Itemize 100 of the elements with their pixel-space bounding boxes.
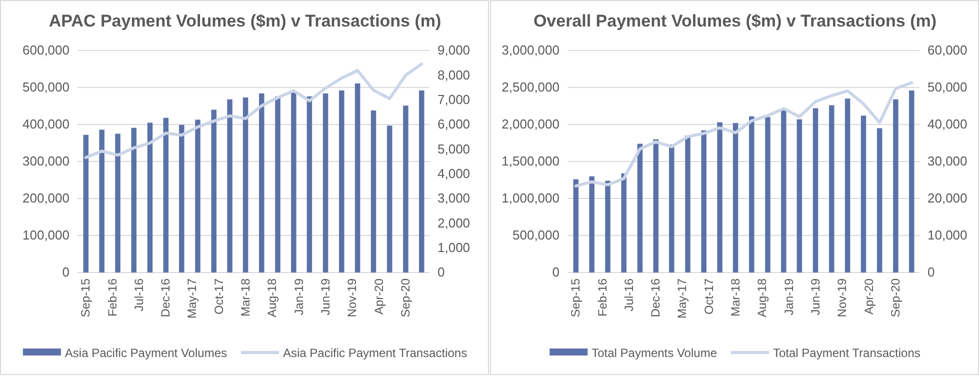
bar: [732, 123, 738, 272]
bar: [339, 90, 344, 272]
x-tick-label: Jul-16: [622, 278, 636, 312]
x-tick-label: Feb-16: [106, 278, 120, 317]
x-tick-label: Jun-19: [318, 278, 332, 316]
bar: [876, 128, 882, 272]
bar: [796, 119, 802, 272]
bar: [131, 128, 136, 272]
x-tick-label: Sep-20: [398, 278, 413, 318]
bar: [637, 144, 643, 272]
x-tick-label: Apr-20: [862, 278, 876, 315]
bar: [653, 139, 659, 272]
y2-tick-label: 8,000: [438, 67, 470, 82]
y-tick-label: 100,000: [22, 228, 70, 243]
y2-tick-label: 50,000: [928, 80, 968, 95]
y2-tick-label: 10,000: [928, 228, 968, 243]
y-tick-label: 2,000,000: [502, 116, 560, 132]
bar: [573, 179, 579, 272]
x-tick-label: Jun-19: [808, 278, 822, 316]
bar: [275, 96, 280, 272]
legend-label: Asia Pacific Payment Volumes: [64, 346, 227, 360]
x-tick-label: Apr-20: [372, 278, 386, 315]
bar: [860, 116, 866, 272]
bar: [829, 105, 834, 272]
y2-tick-label: 30,000: [928, 154, 968, 169]
bar: [669, 144, 674, 272]
y2-tick-label: 60,000: [928, 42, 968, 58]
x-tick-label: Mar-18: [238, 278, 252, 317]
bar: [749, 116, 754, 272]
y2-tick-label: 6,000: [438, 116, 470, 132]
y2-tick-label: 4,000: [438, 166, 470, 181]
x-tick-label: Aug-18: [755, 278, 770, 318]
bar: [765, 117, 770, 272]
bar: [685, 136, 690, 272]
x-tick-label: Dec-16: [158, 278, 173, 318]
bar: [291, 92, 296, 272]
bar: [259, 93, 264, 272]
x-tick-label: Sep-15: [78, 278, 93, 318]
bar: [418, 90, 424, 272]
y2-tick-label: 40,000: [928, 116, 968, 132]
x-tick-label: May-17: [675, 278, 690, 319]
y-tick-label: 0: [552, 264, 560, 280]
x-tick-label: Nov-19: [835, 278, 850, 318]
bar: [589, 176, 594, 272]
x-tick-label: Jan-19: [782, 278, 796, 316]
x-tick-label: Oct-17: [212, 278, 226, 315]
y-tick-label: 500,000: [512, 228, 560, 243]
y-tick-label: 0: [62, 264, 70, 280]
bar: [621, 173, 626, 272]
y2-tick-label: 0: [438, 264, 445, 280]
bar: [605, 180, 610, 272]
y2-tick-label: 0: [928, 264, 935, 280]
legend-label: Total Payment Transactions: [773, 346, 920, 360]
legend-label: Total Payments Volume: [592, 346, 718, 360]
x-tick-label: Dec-16: [648, 278, 663, 318]
bar: [179, 124, 184, 272]
x-tick-label: Jan-19: [292, 278, 306, 316]
y-tick-label: 300,000: [22, 154, 70, 169]
x-tick-label: Oct-17: [702, 278, 716, 315]
y2-tick-label: 20,000: [928, 190, 968, 206]
y2-tick-label: 9,000: [438, 42, 470, 58]
bar: [403, 106, 408, 272]
y2-tick-label: 3,000: [438, 190, 470, 206]
bar: [354, 83, 360, 272]
bar: [717, 122, 722, 272]
bar: [701, 130, 706, 272]
bar: [99, 130, 104, 272]
legend-label: Asia Pacific Payment Transactions: [283, 346, 468, 360]
x-tick-label: Nov-19: [345, 278, 360, 318]
bar: [322, 93, 328, 272]
bar: [908, 90, 914, 272]
x-tick-label: Sep-20: [888, 278, 903, 318]
bar: [163, 118, 169, 272]
y2-tick-label: 1,000: [438, 240, 470, 255]
y2-tick-label: 7,000: [438, 92, 470, 107]
y-tick-label: 3,000,000: [502, 42, 560, 58]
bar: [386, 126, 392, 272]
y-tick-label: 200,000: [22, 190, 70, 206]
y-tick-label: 400,000: [22, 116, 70, 132]
bar: [195, 120, 200, 272]
y2-tick-label: 5,000: [438, 141, 470, 156]
x-tick-label: Jul-16: [132, 278, 146, 312]
bar: [147, 122, 153, 272]
bar: [370, 110, 376, 272]
bar: [893, 99, 898, 272]
bar: [242, 97, 248, 272]
y-tick-label: 1,000,000: [502, 190, 560, 206]
y-tick-label: 500,000: [22, 80, 70, 95]
y-tick-label: 1,500,000: [502, 154, 560, 169]
x-tick-label: Feb-16: [596, 278, 610, 317]
bar: [781, 110, 786, 272]
x-tick-label: Mar-18: [728, 278, 742, 317]
chart-title: APAC Payment Volumes ($m) v Transactions (m): [48, 12, 442, 30]
bar: [227, 99, 232, 272]
y2-tick-label: 2,000: [438, 215, 470, 230]
bar: [211, 110, 216, 272]
y-tick-label: 2,500,000: [502, 80, 560, 95]
chart-title: Overall Payment Volumes ($m) v Transactions (m): [533, 12, 937, 30]
x-tick-label: Sep-15: [568, 278, 583, 318]
x-tick-label: May-17: [185, 278, 200, 319]
